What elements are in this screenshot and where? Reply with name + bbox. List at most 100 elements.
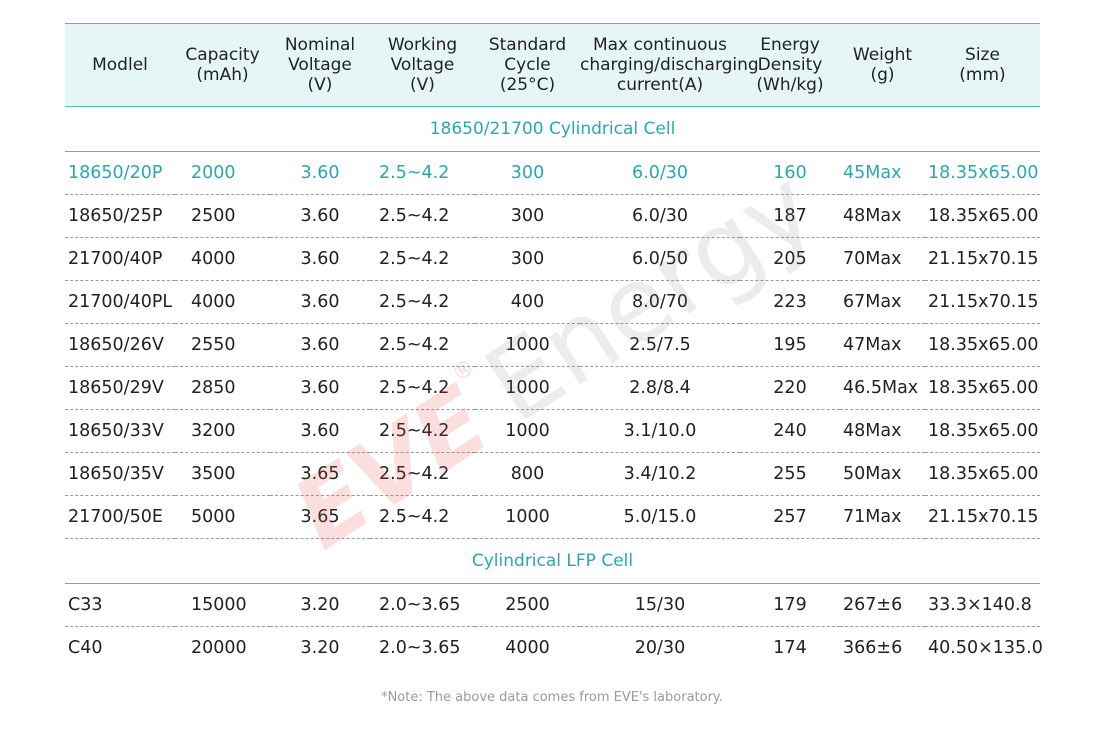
table-cell: 1000 — [475, 366, 580, 410]
column-header: Size (mm) — [925, 23, 1040, 107]
footnote: *Note: The above data comes from EVE's l… — [381, 690, 723, 705]
table-cell: 21700/40P — [65, 237, 175, 281]
table-row: 18650/25P 2500 3.60 2.5~4.2 300 6.0/30 187 48Ma… — [65, 194, 1040, 238]
table-cell: 223 — [740, 280, 840, 324]
table-cell: 3.20 — [270, 583, 370, 627]
table-cell: 18650/35V — [65, 452, 175, 496]
table-cell: 2.5~4.2 — [370, 495, 475, 539]
table-cell: 3.60 — [270, 323, 370, 367]
table-cell: 3.20 — [300, 638, 340, 658]
table-cell: C33 — [65, 583, 175, 627]
table-row: 21700/40P 4000 3.60 2.5~4.2 300 6.0/50 205 70Ma… — [65, 237, 1040, 281]
table-cell: 366±6 — [843, 638, 903, 658]
table-cell: 4000 — [175, 280, 270, 324]
spec-table-container: Modlel Capacity (mAh) Nominal Voltage (V) W… — [65, 23, 1043, 670]
table-cell: 3.60 — [270, 409, 370, 453]
table-cell: 2.5/7.5 — [580, 323, 740, 367]
table-cell: 21.15x70.15 — [925, 495, 1040, 539]
table-cell: 2.5~4.2 — [370, 194, 475, 238]
table-cell: 3500 — [175, 452, 270, 496]
table-cell: 400 — [475, 280, 580, 324]
table-cell: 255 — [740, 452, 840, 496]
table-cell: 70Max — [840, 237, 925, 281]
table-cell: 18.35x65.00 — [925, 194, 1040, 238]
table-cell: 174 — [773, 638, 807, 658]
table-cell: 3.65 — [270, 452, 370, 496]
column-header: Energy Density (Wh/kg) — [740, 23, 840, 107]
table-cell: 2000 — [175, 151, 270, 195]
table-cell: 2.5~4.2 — [370, 409, 475, 453]
column-header: Modlel — [65, 23, 175, 107]
table-row: C33 15000 3.20 2.0~3.65 2500 15/30 179 267±6 33.… — [65, 583, 1040, 627]
table-cell: 2.5~4.2 — [370, 452, 475, 496]
table-cell: 47Max — [840, 323, 925, 367]
table-cell: 6.0/30 — [580, 194, 740, 238]
table-cell: 48Max — [840, 409, 925, 453]
table-cell: 18.35x65.00 — [925, 409, 1040, 453]
table-cell: 2.5~4.2 — [370, 151, 475, 195]
table-cell: 33.3×140.8 — [925, 583, 1040, 627]
table-cell: 45Max — [840, 151, 925, 195]
table-cell: 18.35x65.00 — [925, 323, 1040, 367]
table-cell: 160 — [740, 151, 840, 195]
table-cell: 20000 — [191, 638, 247, 658]
table-cell: 3.4/10.2 — [580, 452, 740, 496]
table-cell: 18650/33V — [65, 409, 175, 453]
table-cell: 6.0/50 — [580, 237, 740, 281]
column-header: Working Voltage (V) — [370, 23, 475, 107]
table-cell: 2500 — [175, 194, 270, 238]
section-title: Cylindrical LFP Cell — [65, 538, 1040, 584]
battery-spec-table: Modlel Capacity (mAh) Nominal Voltage (V) W… — [65, 23, 1043, 670]
table-cell: 3.60 — [270, 194, 370, 238]
table-header-row: Modlel Capacity (mAh) Nominal Voltage (V) W… — [65, 23, 1040, 107]
table-cell: 4000 — [175, 237, 270, 281]
table-cell: 3200 — [175, 409, 270, 453]
table-cell: 21700/40PL — [65, 280, 175, 324]
table-cell: 4000 — [505, 638, 550, 658]
table-cell: 15000 — [175, 583, 270, 627]
table-cell: 179 — [740, 583, 840, 627]
section-header-row: Cylindrical LFP Cell — [65, 538, 1040, 584]
table-cell: 40.50×135.0 — [928, 638, 1043, 658]
table-row: 18650/35V 3500 3.65 2.5~4.2 800 3.4/10.2 255 50… — [65, 452, 1040, 496]
table-cell: 3.1/10.0 — [580, 409, 740, 453]
table-row: 18650/29V 2850 3.60 2.5~4.2 1000 2.8/8.4 220 46… — [65, 366, 1040, 410]
table-cell: 18650/20P — [65, 151, 175, 195]
table-cell: 300 — [475, 237, 580, 281]
table-cell: 3.60 — [270, 366, 370, 410]
table-row: 18650/20P 2000 3.60 2.5~4.2 300 6.0/30 160 45Ma… — [65, 151, 1040, 195]
column-header: Nominal Voltage (V) — [270, 23, 370, 107]
table-cell: 240 — [740, 409, 840, 453]
table-cell: 18.35x65.00 — [925, 452, 1040, 496]
section-title: 18650/21700 Cylindrical Cell — [65, 106, 1040, 152]
table-cell: 3.60 — [270, 151, 370, 195]
table-cell: 3.65 — [270, 495, 370, 539]
table-cell: 48Max — [840, 194, 925, 238]
table-cell: 21.15x70.15 — [925, 280, 1040, 324]
table-row: 18650/26V 2550 3.60 2.5~4.2 1000 2.5/7.5 195 47… — [65, 323, 1040, 367]
table-cell: 15/30 — [580, 583, 740, 627]
table-cell: 1000 — [475, 495, 580, 539]
table-cell: 67Max — [840, 280, 925, 324]
table-cell: 257 — [740, 495, 840, 539]
table-cell: 6.0/30 — [580, 151, 740, 195]
table-cell: 267±6 — [840, 583, 925, 627]
section-header-row: 18650/21700 Cylindrical Cell — [65, 106, 1040, 152]
table-cell: 2.5~4.2 — [370, 237, 475, 281]
table-cell: 800 — [475, 452, 580, 496]
table-cell: 18650/26V — [65, 323, 175, 367]
table-cell: 3.60 — [270, 280, 370, 324]
table-body: 18650/21700 Cylindrical Cell 18650/20P 200… — [65, 106, 1043, 670]
table-cell: 3.60 — [270, 237, 370, 281]
table-cell: 8.0/70 — [580, 280, 740, 324]
table-row: 21700/40PL 4000 3.60 2.5~4.2 400 8.0/70 223 67M… — [65, 280, 1040, 324]
table-cell: 2.5~4.2 — [370, 323, 475, 367]
table-cell: 1000 — [475, 409, 580, 453]
table-cell: 18650/29V — [65, 366, 175, 410]
table-cell: 2.8/8.4 — [580, 366, 740, 410]
table-cell: 5.0/15.0 — [580, 495, 740, 539]
table-cell: 21700/50E — [65, 495, 175, 539]
table-row: 21700/50E 5000 3.65 2.5~4.2 1000 5.0/15.0 257 7… — [65, 495, 1040, 539]
table-cell: 46.5Max — [840, 366, 925, 410]
column-header: Capacity (mAh) — [175, 23, 270, 107]
